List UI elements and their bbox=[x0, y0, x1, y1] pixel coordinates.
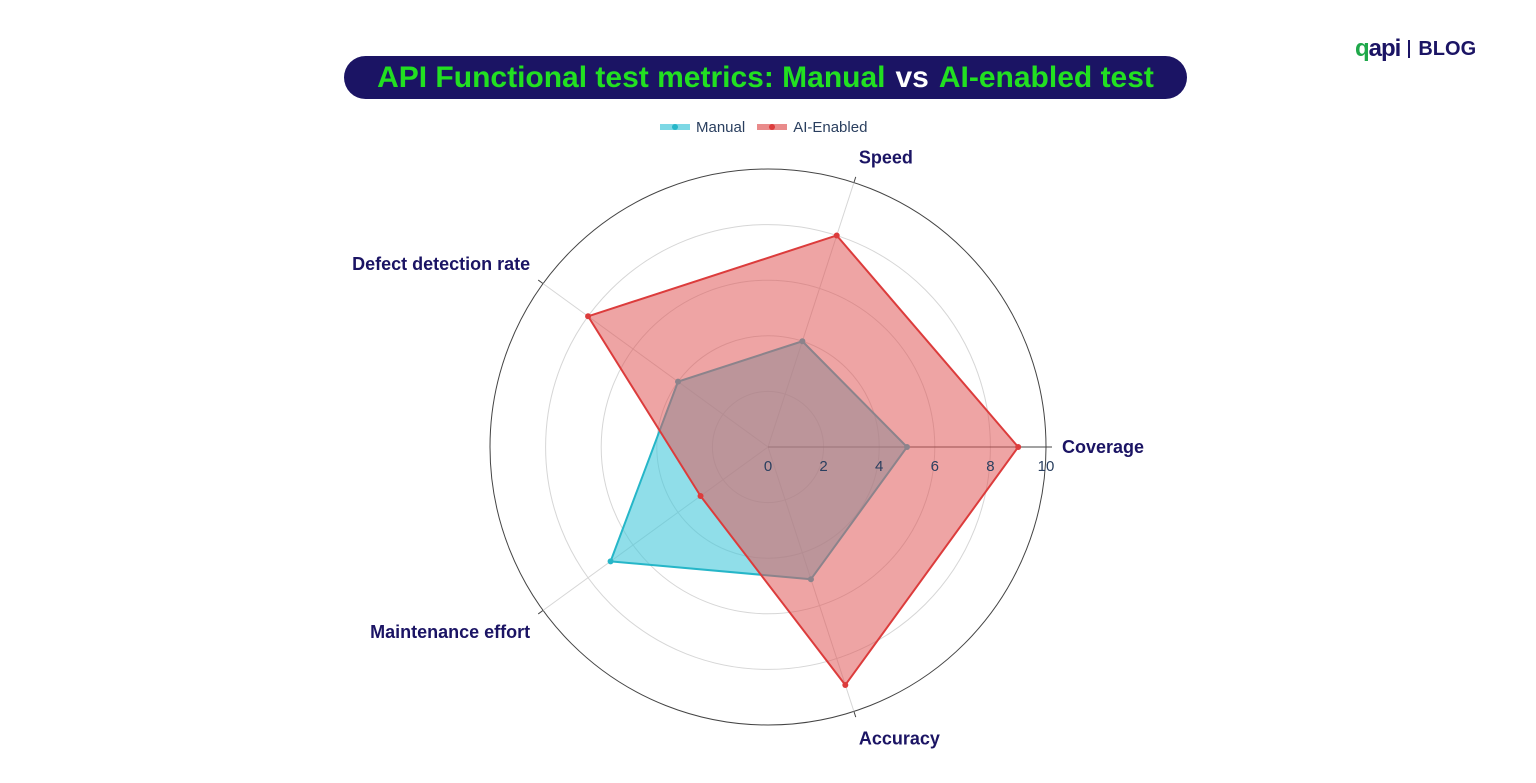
radial-tick-label: 0 bbox=[764, 458, 772, 475]
title-vs: vs bbox=[895, 60, 929, 94]
legend-label-manual: Manual bbox=[696, 118, 746, 136]
data-point-ai-enabled[interactable] bbox=[842, 681, 849, 688]
legend-label-ai-enabled: AI-Enabled bbox=[793, 118, 868, 136]
radar-spoke-tick bbox=[537, 279, 544, 285]
chart-title: API Functional test metrics: Manual vs A… bbox=[344, 56, 1187, 99]
axis-label-defect-detection-rate: Defect detection rate bbox=[352, 254, 530, 274]
data-point-ai-enabled[interactable] bbox=[833, 232, 840, 239]
series-area-ai-enabled[interactable] bbox=[587, 234, 1020, 686]
axis-label-maintenance-effort: Maintenance effort bbox=[370, 622, 530, 642]
axis-label-speed: Speed bbox=[859, 147, 913, 167]
radar-spoke-tick bbox=[853, 711, 857, 718]
brand-divider bbox=[1408, 40, 1411, 58]
legend-swatch-ai-enabled bbox=[757, 122, 788, 132]
radial-tick-label: 8 bbox=[986, 458, 994, 475]
legend-item-ai-enabled[interactable]: AI-Enabled bbox=[757, 119, 867, 136]
radial-tick-label: 4 bbox=[875, 458, 883, 475]
legend-item-manual[interactable]: Manual bbox=[660, 119, 745, 136]
data-point-ai-enabled[interactable] bbox=[585, 313, 592, 320]
qapi-logo-icon: qapi bbox=[1355, 35, 1401, 62]
data-point-ai-enabled[interactable] bbox=[1015, 444, 1022, 450]
chart-legend: Manual AI-Enabled bbox=[660, 116, 867, 138]
data-point-ai-enabled[interactable] bbox=[697, 493, 704, 500]
axis-label-coverage: Coverage bbox=[1062, 437, 1144, 457]
radial-tick-label: 6 bbox=[931, 458, 939, 475]
radial-tick-label: 2 bbox=[819, 458, 827, 475]
title-part-manual: API Functional test metrics: Manual bbox=[377, 60, 886, 94]
brand-logo[interactable]: qapi BLOG bbox=[1355, 34, 1476, 64]
radar-spoke-tick bbox=[853, 176, 857, 183]
data-point-manual[interactable] bbox=[607, 558, 614, 565]
radial-tick-label: 10 bbox=[1038, 458, 1055, 475]
radar-spoke-tick bbox=[537, 609, 544, 615]
title-part-ai: AI-enabled test bbox=[938, 60, 1154, 94]
axis-label-accuracy: Accuracy bbox=[859, 729, 940, 749]
legend-swatch-manual bbox=[660, 122, 690, 132]
blog-link[interactable]: BLOG bbox=[1418, 37, 1477, 60]
